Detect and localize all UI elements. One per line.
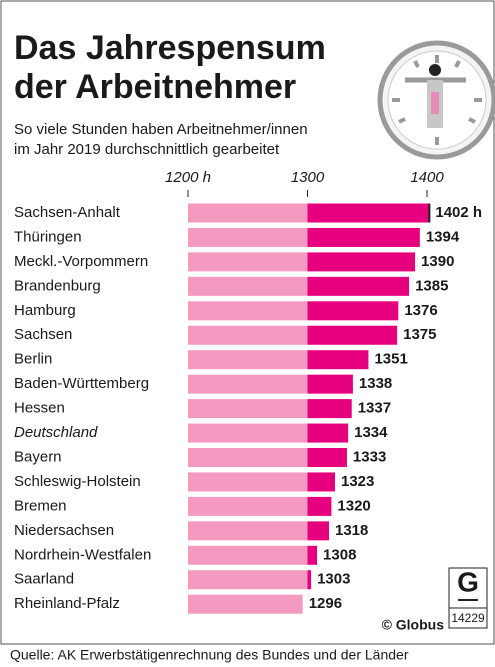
bar-excess xyxy=(308,448,347,467)
bar-base xyxy=(188,570,308,589)
chart-subtitle: im Jahr 2019 durchschnittlich gearbeitet xyxy=(14,141,280,158)
source: Quelle: AK Erwerbstätigenrechnung des Bu… xyxy=(10,647,409,663)
category-label: Sachsen xyxy=(14,326,72,343)
value-label: 1323 xyxy=(341,473,374,490)
bar-excess xyxy=(308,497,332,516)
category-label: Rheinland-Pfalz xyxy=(14,595,120,612)
bar-excess xyxy=(308,252,416,271)
bar-base xyxy=(188,350,308,369)
value-label: 1390 xyxy=(421,253,454,270)
value-label: 1385 xyxy=(415,277,448,294)
category-label: Bremen xyxy=(14,497,67,514)
x-tick-label: 1400 xyxy=(410,169,444,186)
category-label: Deutschland xyxy=(14,424,98,441)
value-label: 1376 xyxy=(404,302,437,319)
value-label: 1334 xyxy=(354,424,388,441)
bar-excess xyxy=(308,375,353,394)
bar-base xyxy=(188,252,308,271)
bar-base xyxy=(188,472,308,491)
bar-base xyxy=(188,204,308,223)
svg-text:G: G xyxy=(457,566,479,597)
bar-base xyxy=(188,448,308,467)
bar-base xyxy=(188,301,308,320)
chart-title: der Arbeitnehmer xyxy=(14,68,296,106)
category-label: Brandenburg xyxy=(14,277,101,294)
chart: Das Jahrespensum der Arbeitnehmer So vie… xyxy=(0,0,495,667)
graphic-id: 14229 xyxy=(451,611,485,625)
category-label: Hamburg xyxy=(14,302,76,319)
bar-base xyxy=(188,521,308,540)
value-label: 1375 xyxy=(403,326,436,343)
bar-base xyxy=(188,277,308,296)
bar-excess xyxy=(308,277,410,296)
bar-excess xyxy=(308,546,318,565)
category-label: Berlin xyxy=(14,351,52,368)
bar-excess xyxy=(308,399,352,418)
bar-excess xyxy=(308,472,335,491)
bar-base xyxy=(188,228,308,247)
category-label: Niedersachsen xyxy=(14,522,114,539)
category-label: Nordrhein-Westfalen xyxy=(14,546,151,563)
credit: © Globus xyxy=(382,617,445,633)
category-label: Baden-Württemberg xyxy=(14,375,149,392)
bar-base xyxy=(188,497,308,516)
category-label: Saarland xyxy=(14,571,74,588)
x-tick-label: 1300 xyxy=(291,169,325,186)
bar-excess xyxy=(308,570,312,589)
category-label: Thüringen xyxy=(14,228,82,245)
bar-excess xyxy=(308,521,330,540)
bar-base xyxy=(188,424,308,443)
value-label: 1333 xyxy=(353,448,386,465)
chart-subtitle: So viele Stunden haben Arbeitnehmer/inne… xyxy=(14,121,308,138)
value-label: 1296 xyxy=(309,595,342,612)
bar-excess xyxy=(308,350,369,369)
chart-title: Das Jahrespensum xyxy=(14,29,326,67)
bar-excess xyxy=(308,424,349,443)
bar-excess xyxy=(308,204,430,223)
bar-base xyxy=(188,399,308,418)
clock-icon xyxy=(380,43,494,157)
bar-excess xyxy=(308,228,420,247)
value-label: 1402 h xyxy=(435,204,482,221)
value-label: 1337 xyxy=(358,400,391,417)
bar-excess xyxy=(308,301,399,320)
value-label: 1338 xyxy=(359,375,392,392)
value-label: 1308 xyxy=(323,546,356,563)
value-label: 1320 xyxy=(337,497,370,514)
value-label: 1394 xyxy=(426,228,460,245)
category-label: Schleswig-Holstein xyxy=(14,473,141,490)
bar-base xyxy=(188,595,303,614)
category-label: Meckl.-Vorpommern xyxy=(14,253,148,270)
bar-base xyxy=(188,375,308,394)
bar-base xyxy=(188,546,308,565)
value-label: 1303 xyxy=(317,571,350,588)
category-label: Sachsen-Anhalt xyxy=(14,204,121,221)
bar-excess xyxy=(308,326,398,345)
value-label: 1318 xyxy=(335,522,368,539)
bar-base xyxy=(188,326,308,345)
value-label: 1351 xyxy=(374,351,407,368)
category-label: Hessen xyxy=(14,400,65,417)
x-tick-label: 1200 h xyxy=(165,169,211,186)
category-label: Bayern xyxy=(14,448,62,465)
